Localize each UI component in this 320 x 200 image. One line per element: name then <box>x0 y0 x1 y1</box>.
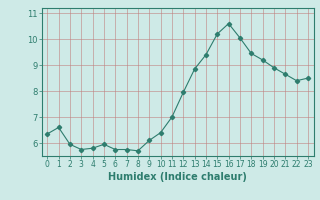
X-axis label: Humidex (Indice chaleur): Humidex (Indice chaleur) <box>108 172 247 182</box>
